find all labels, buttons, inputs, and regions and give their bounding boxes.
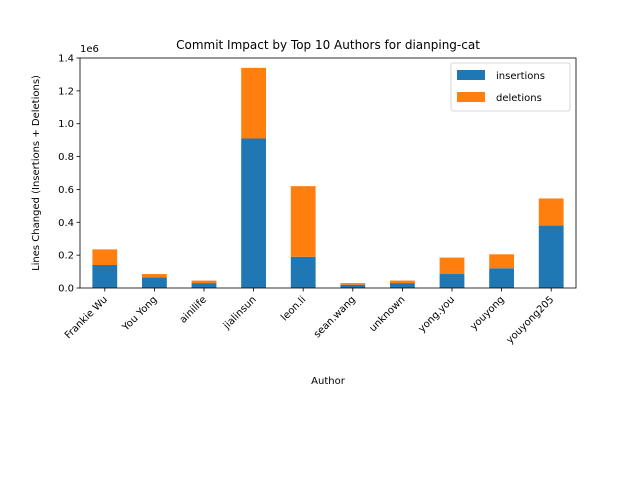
bar-deletions-frankie-wu [92,249,118,265]
y-axis-label: Lines Changed (Insertions + Deletions) [31,75,42,271]
bar-deletions-you-yong [142,274,167,278]
x-axis-label: Author [311,376,346,387]
bar-deletions-ainilife [191,280,217,284]
y-tick-label: 0.4 [58,218,74,229]
bar-insertions-jialinsun [241,138,266,288]
legend-label-insertions: insertions [496,71,545,82]
bar-insertions-ainilife [191,283,217,288]
bar-deletions-youyong205 [538,198,564,226]
bar-deletions-yong-you [439,257,465,275]
y-tick-label: 0.0 [58,284,74,295]
y-tick-label: 0.6 [58,185,74,196]
bar-insertions-you-yong [142,277,167,288]
bar-deletions-youyong [489,254,514,269]
bar-insertions-youyong205 [538,225,564,288]
y-axis: 0.0 0.2 0.4 0.6 0.8 1.0 1.2 1.4 [58,54,80,295]
bar-insertions-unknown [390,283,415,288]
legend-swatch-deletions [457,92,485,102]
plot-frame [79,57,577,289]
y-tick-label: 1.0 [58,119,74,130]
y-tick-label: 0.2 [58,251,74,262]
bars-group [92,67,564,288]
bar-insertions-leon-li [290,256,316,288]
legend: insertions deletions [450,62,571,112]
y-tick-label: 1.2 [58,86,74,97]
bar-insertions-yong-you [439,274,465,288]
bar-deletions-unknown [390,280,415,284]
bar-deletions-jialinsun [241,67,266,139]
chart-title: Commit Impact by Top 10 Authors for dian… [176,38,480,52]
bar-deletions-leon-li [290,186,316,257]
bar-insertions-sean-wang [340,284,366,288]
bar-deletions-sean-wang [340,283,366,285]
legend-swatch-insertions [457,70,485,80]
y-axis-scale-label: 1e6 [80,44,99,55]
y-tick-label: 0.8 [58,152,74,163]
bar-insertions-frankie-wu [92,265,118,288]
legend-label-deletions: deletions [496,93,542,104]
bar-insertions-youyong [489,268,514,288]
y-tick-label: 1.4 [58,54,74,65]
